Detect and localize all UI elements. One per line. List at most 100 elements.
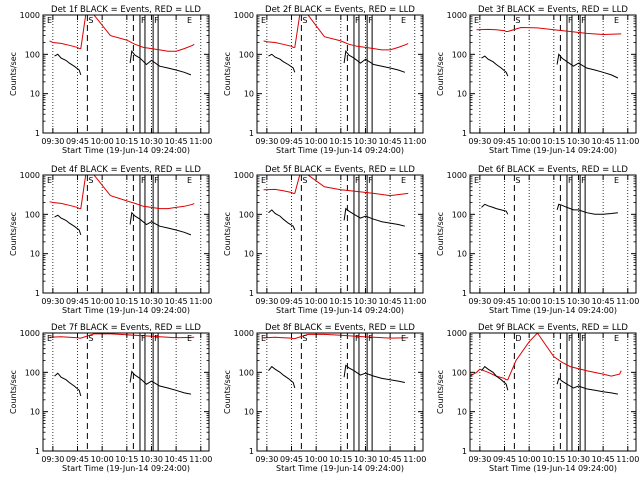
x-tick-label: 11:00 (189, 455, 212, 464)
y-tick-label: 100 (239, 210, 254, 219)
events-series-line (54, 372, 82, 397)
x-tick-label: 10:00 (518, 297, 541, 306)
y-axis-label: Counts/sec (9, 370, 18, 414)
marker-label: F (154, 16, 159, 25)
marker-label: S (302, 334, 307, 343)
x-tick-label: 10:15 (329, 297, 352, 306)
y-tick-label: 10 (30, 90, 40, 99)
y-tick-label: 1000 (234, 171, 254, 180)
marker-label: F (568, 16, 573, 25)
x-tick-label: 10:45 (592, 137, 615, 146)
marker-label: F (368, 16, 373, 25)
events-series-line (268, 53, 296, 73)
x-tick-label: 10:30 (140, 455, 163, 464)
panel-title: Det 5f BLACK = Events, RED = LLD (265, 165, 415, 175)
x-tick-label: 10:45 (592, 455, 615, 464)
x-tick-label: 10:15 (329, 455, 352, 464)
x-tick-label: 10:15 (115, 137, 138, 146)
y-tick-label: 100 (452, 368, 467, 377)
y-tick-label: 1000 (20, 171, 40, 180)
marker-label: E (614, 334, 619, 343)
y-tick-label: 10 (457, 408, 467, 417)
y-axis-label: Counts/sec (223, 370, 232, 414)
x-tick-label: 10:30 (140, 137, 163, 146)
events-series-line (129, 370, 191, 395)
y-tick-label: 1000 (234, 329, 254, 338)
marker-label: F (141, 334, 146, 343)
y-tick-label: 1 (249, 289, 254, 298)
x-axis-label: Start Time (19-Jun-14 09:24:00) (62, 464, 190, 473)
marker-label: E (187, 176, 192, 185)
y-tick-label: 1000 (234, 11, 254, 20)
marker-label: F (355, 176, 360, 185)
x-tick-label: 11:00 (403, 297, 426, 306)
x-tick-label: 09:30 (41, 297, 64, 306)
y-tick-label: 1000 (20, 11, 40, 20)
panel-title: Det 4f BLACK = Events, RED = LLD (51, 165, 201, 175)
marker-label: E (47, 176, 52, 185)
marker-label: E (187, 16, 192, 25)
x-axis-label: Start Time (19-Jun-14 09:24:00) (489, 464, 617, 473)
y-tick-label: 1000 (447, 329, 467, 338)
x-axis-label: Start Time (19-Jun-14 09:24:00) (276, 146, 404, 155)
x-tick-label: 09:30 (255, 137, 278, 146)
y-axis-label: Counts/sec (436, 370, 445, 414)
x-tick-label: 11:00 (403, 137, 426, 146)
x-tick-label: 09:30 (41, 455, 64, 464)
y-tick-label: 1 (249, 129, 254, 138)
x-axis-label: Start Time (19-Jun-14 09:24:00) (489, 146, 617, 155)
x-tick-label: 10:45 (165, 137, 188, 146)
x-tick-label: 09:45 (493, 137, 516, 146)
x-tick-label: 10:00 (518, 137, 541, 146)
x-tick-label: 09:45 (66, 455, 89, 464)
x-tick-label: 10:00 (518, 455, 541, 464)
x-tick-label: 10:15 (542, 455, 565, 464)
marker-label: F (355, 16, 360, 25)
x-tick-label: 10:15 (542, 137, 565, 146)
marker-label: E (474, 16, 479, 25)
x-tick-label: 10:45 (379, 137, 402, 146)
x-axis-label: Start Time (19-Jun-14 09:24:00) (62, 146, 190, 155)
x-tick-label: 10:00 (305, 455, 328, 464)
marker-label: F (141, 176, 146, 185)
y-tick-label: 100 (239, 368, 254, 377)
x-tick-label: 10:30 (567, 137, 590, 146)
y-tick-label: 10 (30, 250, 40, 259)
lld-series-line (263, 333, 409, 340)
events-series-line (268, 209, 296, 231)
x-tick-label: 10:30 (354, 137, 377, 146)
plot-frame (256, 174, 424, 294)
y-axis-label: Counts/sec (9, 212, 18, 256)
events-series-line (481, 365, 509, 391)
y-tick-label: 10 (244, 90, 254, 99)
x-tick-label: 10:15 (542, 297, 565, 306)
y-tick-label: 1 (35, 289, 40, 298)
events-series-line (129, 49, 192, 76)
events-series-line (54, 214, 82, 236)
x-tick-label: 10:00 (91, 137, 114, 146)
y-tick-label: 1 (462, 289, 467, 298)
marker-label: F (581, 16, 586, 25)
marker-label: E (47, 334, 52, 343)
lld-series-line (476, 26, 622, 36)
plot-frame (42, 332, 210, 452)
marker-label: E (401, 16, 406, 25)
y-tick-label: 100 (25, 50, 40, 59)
marker-label: E (261, 176, 266, 185)
y-tick-label: 100 (452, 50, 467, 59)
x-tick-label: 09:30 (41, 137, 64, 146)
marker-label: E (474, 176, 479, 185)
x-tick-label: 11:00 (189, 137, 212, 146)
x-tick-label: 09:45 (280, 297, 303, 306)
plot-frame (469, 332, 637, 452)
x-tick-label: 09:30 (255, 455, 278, 464)
y-tick-label: 1 (462, 447, 467, 456)
y-tick-label: 10 (457, 250, 467, 259)
y-tick-label: 10 (244, 408, 254, 417)
marker-label: F (154, 334, 159, 343)
x-tick-label: 09:30 (255, 297, 278, 306)
